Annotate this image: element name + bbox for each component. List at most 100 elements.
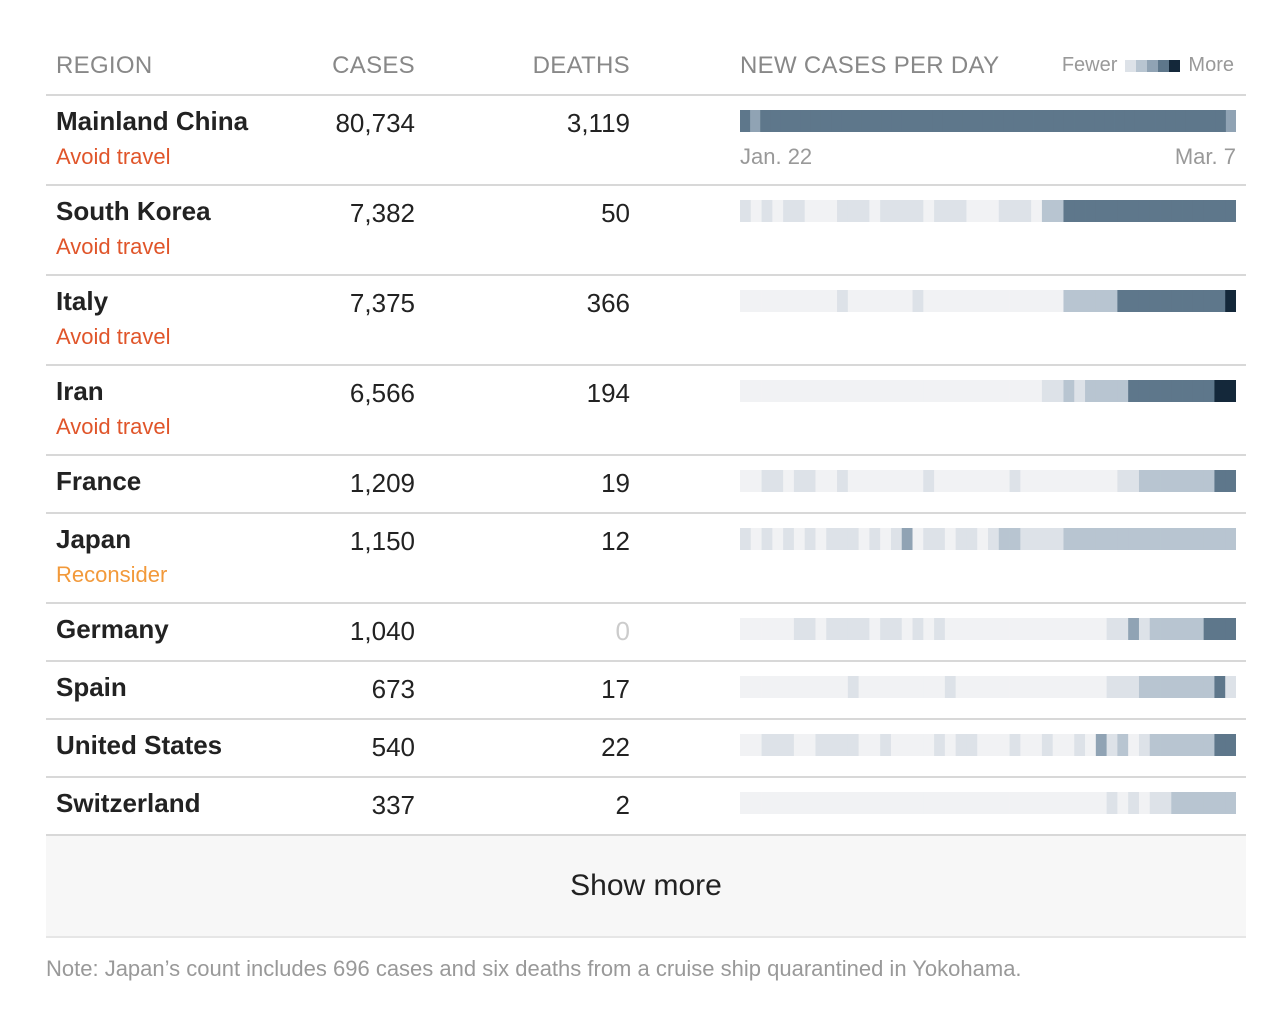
day-cell <box>1085 380 1097 402</box>
day-cell <box>890 380 903 402</box>
day-cell <box>826 200 838 222</box>
day-cell <box>847 618 860 640</box>
day-cell <box>1203 290 1215 312</box>
day-cell <box>955 290 967 312</box>
day-cell <box>750 676 762 698</box>
day-cell <box>1124 110 1136 132</box>
day-cell <box>988 200 1000 222</box>
day-cell <box>1171 470 1183 492</box>
day-cell <box>1095 734 1108 756</box>
day-cell <box>1215 110 1227 132</box>
cases-value: 540 <box>371 732 415 762</box>
day-cell <box>1085 618 1097 640</box>
day-cell <box>934 470 946 492</box>
start-date-label: Jan. 22 <box>740 144 813 169</box>
new-cases-strip <box>740 200 1236 222</box>
day-cell <box>1182 618 1194 640</box>
day-cell <box>944 618 957 640</box>
new-cases-heatmap <box>740 734 1236 756</box>
day-cell <box>934 618 946 640</box>
day-cell <box>1063 676 1075 698</box>
day-cell <box>890 528 903 550</box>
day-cell <box>1128 734 1140 756</box>
day-cell <box>869 792 881 814</box>
day-cell <box>1128 676 1140 698</box>
day-cell <box>810 110 822 132</box>
day-cell <box>1020 290 1032 312</box>
day-cell <box>988 380 1000 402</box>
day-cell <box>1225 380 1236 402</box>
day-cell <box>1020 528 1032 550</box>
day-cell <box>1149 528 1161 550</box>
day-cell <box>1063 470 1075 492</box>
day-cell <box>1225 734 1236 756</box>
day-cell <box>750 734 762 756</box>
day-cell <box>1106 470 1118 492</box>
day-cell <box>1053 110 1065 132</box>
day-cell <box>793 200 806 222</box>
day-cell <box>998 734 1010 756</box>
day-cell <box>1160 200 1172 222</box>
day-cell <box>988 792 1000 814</box>
day-cell <box>1003 110 1014 132</box>
day-cell <box>760 110 771 132</box>
day-cell <box>955 528 967 550</box>
day-cell <box>1192 528 1205 550</box>
day-cell <box>998 290 1010 312</box>
day-cell <box>952 110 964 132</box>
day-cell <box>858 618 870 640</box>
day-cell <box>1020 470 1032 492</box>
day-cell <box>793 792 806 814</box>
day-cell <box>1106 290 1118 312</box>
day-cell <box>750 528 762 550</box>
day-cell <box>1074 470 1086 492</box>
day-cell <box>1138 200 1151 222</box>
day-cell <box>1041 470 1054 492</box>
new-cases-heatmap <box>740 528 1236 550</box>
day-cell <box>901 618 913 640</box>
day-cell <box>1138 676 1151 698</box>
day-cell <box>912 676 924 698</box>
day-cell <box>1095 470 1108 492</box>
day-cell <box>1074 110 1085 132</box>
day-cell <box>793 618 806 640</box>
day-cell <box>1009 528 1021 550</box>
legend-swatch-4 <box>1158 59 1170 72</box>
day-cell <box>1203 470 1215 492</box>
day-cell <box>1052 792 1064 814</box>
day-cell <box>790 110 802 132</box>
day-cell <box>912 200 924 222</box>
day-cell <box>847 676 860 698</box>
day-cell <box>815 792 827 814</box>
day-cell <box>1205 110 1217 132</box>
day-cell <box>783 290 795 312</box>
day-cell <box>826 734 838 756</box>
day-cell <box>923 618 935 640</box>
show-more-button[interactable]: Show more <box>46 836 1246 938</box>
day-cell <box>1225 470 1236 492</box>
day-cell <box>861 110 872 132</box>
day-cell <box>1149 200 1161 222</box>
day-cell <box>858 528 870 550</box>
day-cell <box>1031 676 1043 698</box>
region-name: Mainland China <box>56 106 249 136</box>
day-cell <box>804 380 816 402</box>
day-cell <box>1063 792 1075 814</box>
day-cell <box>922 110 933 132</box>
table-row: Italy Avoid travel 7,375 366 <box>46 276 1246 366</box>
day-cell <box>800 110 812 132</box>
new-cases-strip <box>740 470 1236 492</box>
day-cell <box>901 528 913 550</box>
day-cell <box>942 110 953 132</box>
day-cell <box>1138 528 1151 550</box>
day-cell <box>804 200 816 222</box>
day-cell <box>1171 200 1183 222</box>
day-cell <box>977 792 989 814</box>
day-cell <box>1117 734 1129 756</box>
new-cases-strip <box>740 618 1236 640</box>
day-cell <box>1106 734 1118 756</box>
day-cell <box>750 618 762 640</box>
day-cell <box>858 792 870 814</box>
day-cell <box>783 734 795 756</box>
day-cell <box>901 110 913 132</box>
